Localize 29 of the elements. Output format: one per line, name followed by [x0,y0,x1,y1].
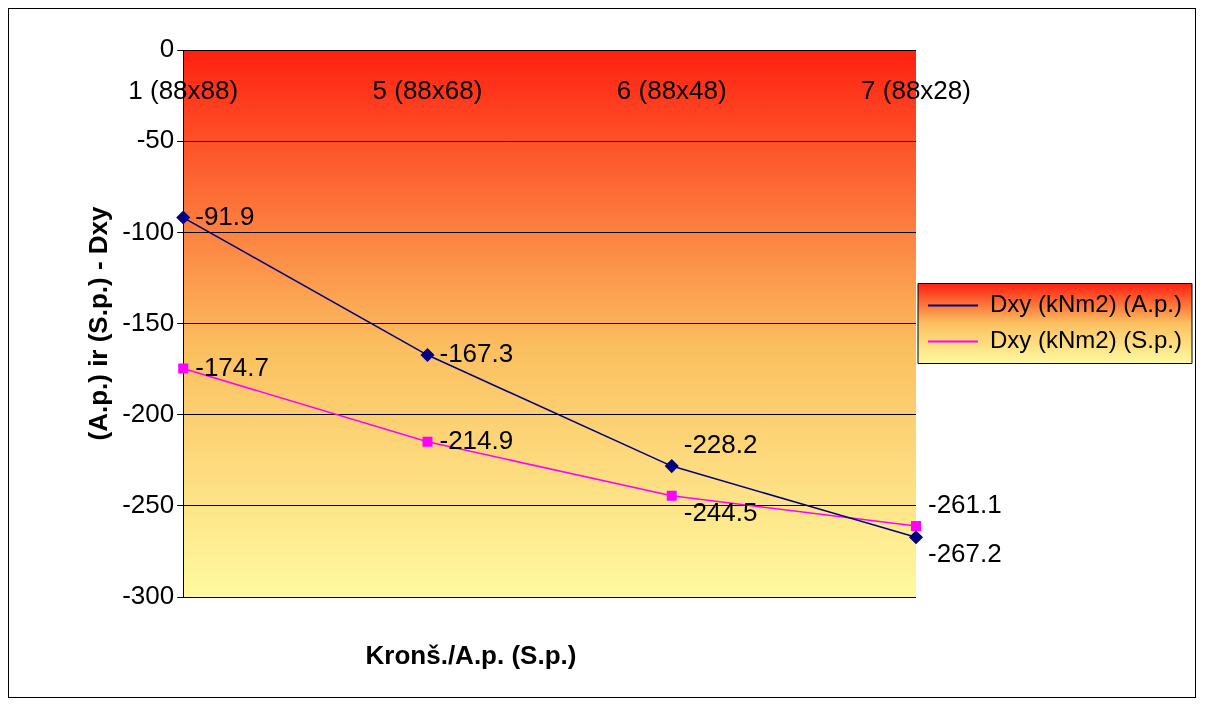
point [178,363,189,374]
y-tick-label: -50 [136,124,175,155]
x-tick-label: 5 (88x68) [372,74,483,105]
data-label: -167.3 [439,338,514,369]
point [176,210,190,225]
point [909,530,923,544]
point [666,490,677,501]
y-tick-label: 0 [159,33,175,64]
data-label: -91.9 [195,200,255,231]
data-label: -228.2 [683,429,758,460]
data-label: -261.1 [928,489,1002,520]
x-axis-title: Kronš./A.p. (S.p.) [364,640,578,671]
data-label: -244.5 [683,496,758,527]
data-label: -267.2 [928,538,1002,569]
legend-label: Dxy (kNm2) (S.p.) [990,326,1182,354]
point [420,348,435,362]
y-tick-label: -150 [122,306,175,337]
y-tick-label: -250 [122,489,175,520]
point [422,436,433,447]
point [665,459,679,473]
data-label: -214.9 [439,425,514,456]
data-label: -174.7 [195,351,269,382]
y-tick-label: -200 [122,397,175,428]
y-tick-label: -300 [122,580,175,611]
x-tick-label: 6 (88x48) [616,74,727,105]
y-axis-title: (A.p.) ir (S.p.) - Dxy [82,205,113,441]
point [911,521,921,532]
legend-label: Dxy (kNm2) (A.p.) [990,290,1182,318]
y-tick-label: -100 [122,215,175,246]
